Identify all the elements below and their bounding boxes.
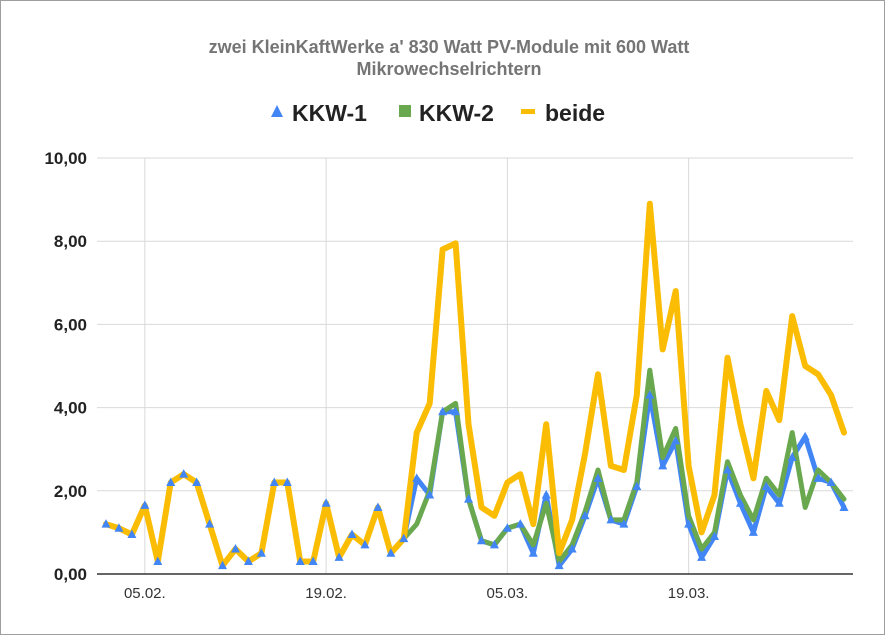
kkw1-point — [334, 552, 344, 561]
kkw1-point — [632, 481, 642, 491]
kkw1-point — [218, 560, 228, 570]
kkw1-point — [308, 556, 318, 566]
kkw1-point — [425, 489, 435, 499]
kkw1-point — [606, 514, 616, 524]
kkw1-point — [619, 519, 629, 528]
kkw1-point — [684, 519, 694, 528]
kkw1-point — [464, 494, 474, 503]
legend-label-kkw2: KKW-2 — [419, 100, 494, 126]
kkw1-point — [580, 510, 590, 520]
kkw1-point — [269, 477, 279, 486]
kkw1-point — [399, 533, 409, 543]
kkw1-point — [658, 460, 668, 470]
kkw1-point — [839, 502, 849, 511]
x-tick-label: 19.03. — [668, 585, 710, 602]
y-axis-ticks: 0,00 2,00 4,00 6,00 8,00 10,00 — [44, 149, 87, 584]
chart-subtitle: Mikrowechselrichtern — [356, 59, 541, 79]
kkw1-point — [205, 519, 215, 528]
kkw1-point — [360, 539, 370, 549]
triangle-marker-icon — [271, 105, 283, 117]
legend-item-kkw2[interactable]: KKW-2 — [399, 100, 494, 126]
kkw1-point — [140, 500, 150, 509]
kkw1-point — [722, 465, 732, 474]
kkw1-point — [295, 556, 305, 566]
y-tick-label: 8,00 — [54, 232, 87, 251]
kkw1-point — [101, 519, 111, 528]
kkw1-point — [593, 473, 603, 482]
kkw1-point — [438, 406, 448, 416]
kkw1-point — [373, 502, 383, 511]
kkw1-point — [826, 477, 836, 486]
kkw1-point — [710, 531, 720, 541]
kkw1-point — [230, 544, 240, 553]
kkw1-point — [671, 435, 681, 445]
legend-item-kkw1[interactable]: KKW-1 — [271, 100, 367, 126]
legend-label-beide: beide — [545, 100, 605, 126]
dash-marker-icon — [521, 109, 535, 114]
kkw1-point — [787, 452, 797, 462]
gridlines — [97, 157, 853, 574]
kkw1-point — [321, 498, 331, 507]
kkw1-point — [761, 481, 771, 491]
x-tick-label: 05.02. — [124, 585, 166, 602]
kkw1-point — [528, 548, 538, 557]
kkw1-point — [114, 523, 124, 532]
series-markers — [101, 390, 849, 570]
y-tick-label: 6,00 — [54, 315, 87, 334]
x-axis-ticks: 05.02. 19.02. 05.03. 19.03. — [124, 585, 710, 602]
y-tick-label: 2,00 — [54, 482, 87, 501]
chart-title: zwei KleinKaftWerke a' 830 Watt PV-Modul… — [209, 37, 690, 57]
kkw1-point — [451, 406, 461, 416]
kkw1-point — [347, 529, 357, 538]
kkw1-point — [256, 548, 266, 557]
kkw1-point — [554, 560, 564, 570]
kkw1-point — [127, 529, 137, 538]
square-marker-icon — [399, 105, 411, 117]
kkw1-point — [645, 390, 655, 399]
x-tick-label: 19.02. — [305, 585, 347, 602]
y-tick-label: 4,00 — [54, 399, 87, 418]
kkw1-point — [386, 548, 396, 557]
kkw1-point — [476, 535, 486, 545]
kkw1-point — [502, 523, 512, 532]
kkw1-point — [179, 469, 189, 478]
x-tick-label: 05.03. — [487, 585, 529, 602]
legend-label-kkw1: KKW-1 — [292, 100, 367, 126]
kkw1-point — [748, 527, 758, 536]
legend: KKW-1 KKW-2 beide — [271, 100, 605, 126]
kkw1-point — [166, 477, 176, 486]
kkw1-point — [412, 473, 422, 482]
kkw1-point — [243, 556, 253, 566]
kkw1-point — [774, 498, 784, 507]
series-lines — [103, 200, 847, 569]
kkw1-point — [813, 473, 823, 482]
kkw1-point — [153, 556, 163, 566]
beide-line — [103, 200, 847, 569]
kkw1-point — [541, 489, 551, 499]
y-tick-label: 10,00 — [44, 149, 87, 168]
kkw1-point — [282, 477, 292, 486]
kkw1-point — [192, 477, 202, 486]
kkw1-point — [567, 544, 577, 553]
kkw1-point — [697, 552, 707, 561]
y-tick-label: 0,00 — [54, 565, 87, 584]
kkw1-point — [489, 539, 499, 549]
kkw1-point — [735, 498, 745, 507]
kkw1-point — [800, 431, 810, 441]
legend-item-beide[interactable]: beide — [521, 100, 605, 126]
kkw1-point — [515, 519, 525, 528]
